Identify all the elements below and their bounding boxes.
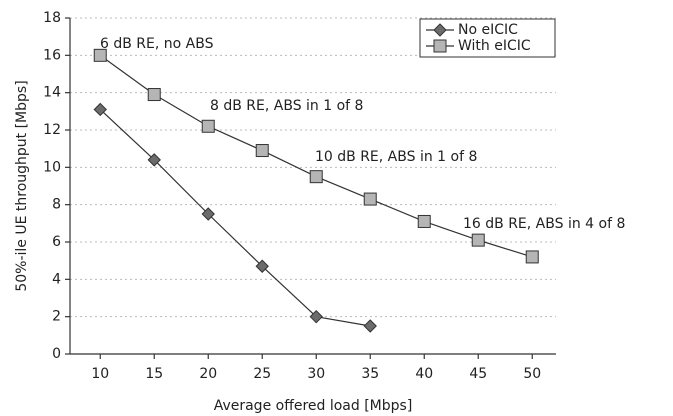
y-axis-label: 50%-ile UE throughput [Mbps] [14,80,30,291]
marker [93,102,107,117]
y-tick-label: 8 [52,197,61,213]
x-axis-label: Average offered load [Mbps] [214,398,413,414]
series-line [99,109,371,327]
x-tick-label: 35 [361,366,379,382]
annotation: 16 dB RE, ABS in 4 of 8 [463,216,625,232]
y-tick-label: 4 [52,271,61,287]
y-tick-label: 10 [43,159,61,175]
x-tick-label: 30 [307,366,325,382]
x-tick-label: 25 [253,366,271,382]
marker [255,259,269,273]
y-tick-label: 14 [43,85,61,101]
y-tick-label: 2 [52,309,61,325]
y-tick-label: 6 [52,234,61,250]
marker [417,214,431,228]
x-tick-label: 45 [469,366,487,382]
annotation: 6 dB RE, no ABS [100,36,214,52]
legend-marker [433,23,447,37]
annotation: 10 dB RE, ABS in 1 of 8 [315,149,477,165]
legend-marker [433,39,447,53]
annotation: 8 dB RE, ABS in 1 of 8 [210,98,363,114]
x-tick-label: 40 [415,366,433,382]
marker [363,192,377,206]
marker [201,119,215,133]
marker [471,233,485,247]
y-tick-label: 16 [43,47,61,63]
marker [309,309,323,324]
x-tick-label: 50 [523,366,541,382]
y-tick-label: 18 [43,10,61,26]
y-tick-label: 12 [43,122,61,138]
x-tick-label: 10 [91,366,109,382]
legend-label: No eICIC [458,22,518,38]
x-tick-label: 15 [145,366,163,382]
marker [525,250,539,264]
marker [309,170,323,184]
marker [93,48,107,62]
x-tick-label: 20 [199,366,217,382]
y-tick-label: 0 [52,346,61,362]
marker [201,207,215,221]
marker [147,88,161,102]
marker [147,153,161,167]
legend-label: With eICIC [458,38,531,54]
marker [363,319,377,333]
marker [255,144,269,158]
